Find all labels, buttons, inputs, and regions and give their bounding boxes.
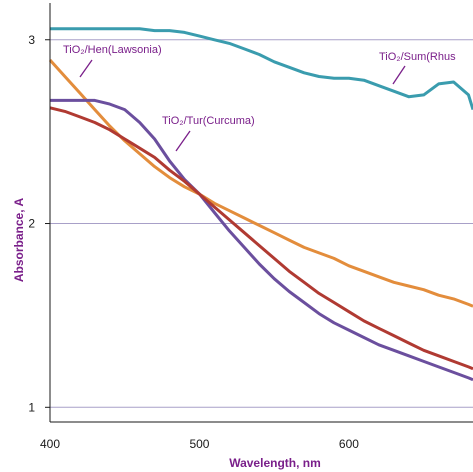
series-annotation: TiO₂/Hen(Lawsonia) (63, 44, 162, 56)
series-line (50, 98, 473, 382)
tick-labels: 1 2 3 400 500 600 (28, 33, 359, 451)
axes (49, 3, 473, 423)
series-line (49, 106, 473, 371)
y-tick-label: 2 (28, 217, 35, 231)
y-tick-label: 3 (28, 33, 35, 47)
annotation-leader (79, 59, 93, 78)
gridlines (45, 39, 473, 408)
y-tick-label: 1 (28, 400, 35, 414)
series-annotation: TiO₂/Sum(Rhus (379, 51, 456, 63)
x-axis-title: Wavelength, nm (229, 456, 321, 470)
series-annotation: TiO₂/Tur(Curcuma) (162, 115, 255, 127)
series-lines (48, 27, 473, 382)
annotations: TiO₂/Hen(Lawsonia) TiO₂/Tur(Curcuma) TiO₂/… (63, 44, 456, 152)
x-tick-label: 400 (40, 437, 60, 451)
annotation-leader (392, 65, 406, 85)
x-tick-label: 500 (189, 437, 209, 451)
x-tick-label: 600 (339, 437, 359, 451)
series-line (50, 27, 473, 111)
y-axis-title: Absorbance, A (12, 198, 26, 283)
annotation-leader (175, 130, 191, 152)
